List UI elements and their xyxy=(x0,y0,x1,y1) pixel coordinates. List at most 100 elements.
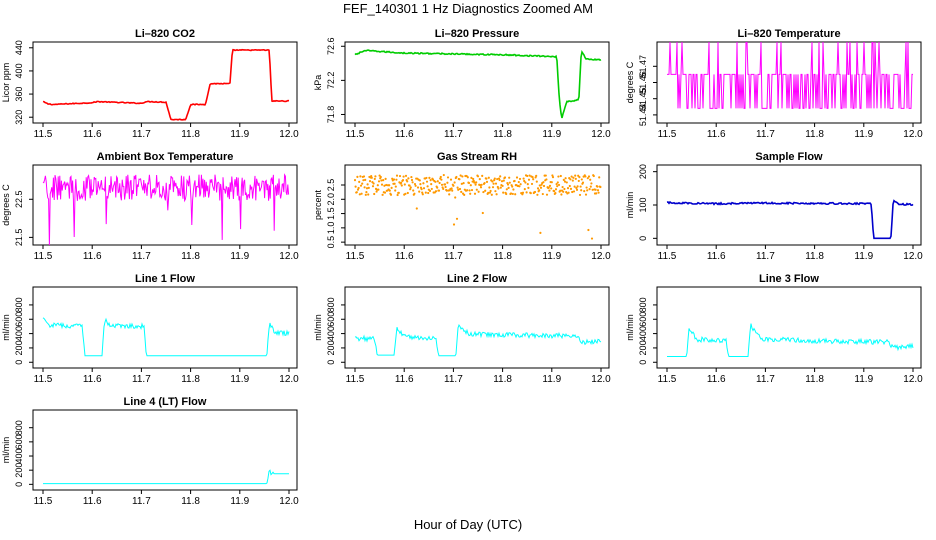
x-tick-label: 11.5 xyxy=(34,129,53,140)
x-tick-label: 11.9 xyxy=(854,374,873,385)
y-tick-label: 400 xyxy=(326,326,336,341)
plot-area xyxy=(43,469,289,485)
x-tick-label: 11.5 xyxy=(658,251,677,262)
plot-area xyxy=(42,48,290,121)
y-axis-label: ml/min xyxy=(313,314,323,341)
chart-panel-3: Li–820 Temperature degrees C 11.5 11.6 11.7 1… xyxy=(625,28,923,140)
x-tick-label: 11.9 xyxy=(542,374,561,385)
panel-title: Ambient Box Temperature xyxy=(97,151,234,163)
y-tick-label: 800 xyxy=(14,297,24,312)
plot-frame xyxy=(656,164,922,246)
x-tick-label: 12.0 xyxy=(591,129,611,140)
plot-frame xyxy=(32,286,298,369)
series-line xyxy=(43,469,289,485)
x-tick-label: 12.0 xyxy=(903,129,923,140)
x-tick-label: 11.8 xyxy=(493,374,512,385)
x-tick-label: 12.0 xyxy=(279,251,299,262)
panel-title: Line 4 (LT) Flow xyxy=(124,396,207,408)
y-tick-label: 400 xyxy=(14,449,24,464)
y-tick-label: 0 xyxy=(638,236,648,241)
y-tick-label: 600 xyxy=(326,312,336,327)
x-tick-label: 11.8 xyxy=(805,251,824,262)
x-tick-label: 12.0 xyxy=(279,129,299,140)
chart-panel-10: Line 4 (LT) Flow ml/min 11.5 11.6 11.7 11.8 11… xyxy=(1,396,299,507)
chart-panel-2: Li–820 Pressure kPa 11.5 11.6 11.7 11.8 11.9 12… xyxy=(313,28,611,140)
x-tick-label: 11.6 xyxy=(83,374,102,385)
x-tick-label: 11.6 xyxy=(707,374,726,385)
series-line xyxy=(42,173,290,245)
x-tick-label: 11.7 xyxy=(756,374,775,385)
y-tick-label: 400 xyxy=(14,326,24,341)
plot-frame xyxy=(344,286,610,369)
chart-panel-9: Line 3 Flow ml/min 11.5 11.6 11.7 11.8 11.9 12.… xyxy=(625,273,923,385)
x-tick-label: 11.9 xyxy=(230,251,249,262)
x-tick-label: 11.7 xyxy=(444,129,463,140)
x-tick-label: 11.6 xyxy=(83,496,102,507)
plot-area xyxy=(667,42,913,109)
x-tick-label: 11.8 xyxy=(493,251,512,262)
y-tick-label: 200 xyxy=(326,340,336,355)
y-tick-label: 440 xyxy=(14,40,24,55)
y-axis-label: ml/min xyxy=(625,314,635,341)
panel-title: Line 3 Flow xyxy=(759,273,819,285)
y-tick-label: 2.5 xyxy=(326,179,336,192)
y-tick-label: 200 xyxy=(14,463,24,478)
panel-title: Li–820 Pressure xyxy=(435,28,519,40)
chart-panel-5: Gas Stream RH percent 11.5 11.6 11.7 11.8 11.9… xyxy=(313,151,611,262)
y-tick-label: 0 xyxy=(638,360,648,365)
y-tick-label: 0 xyxy=(14,482,24,487)
x-tick-label: 12.0 xyxy=(279,374,299,385)
plot-area xyxy=(353,173,602,240)
y-tick-label: 0.5 xyxy=(326,236,336,249)
x-tick-label: 11.7 xyxy=(132,251,151,262)
x-tick-label: 12.0 xyxy=(279,496,299,507)
plot-frame xyxy=(344,41,610,124)
y-tick-label: 1.5 xyxy=(326,207,336,220)
plot-area xyxy=(354,324,602,357)
y-tick-label: 22.5 xyxy=(14,191,24,209)
y-tick-label: 51.46 xyxy=(638,71,648,94)
plot-frame xyxy=(344,164,610,246)
x-tick-label: 11.6 xyxy=(83,251,102,262)
x-tick-label: 11.5 xyxy=(346,374,365,385)
x-tick-label: 11.6 xyxy=(395,251,414,262)
x-tick-label: 11.8 xyxy=(181,374,200,385)
series-line xyxy=(353,173,602,240)
y-tick-label: 600 xyxy=(14,434,24,449)
x-tick-label: 11.8 xyxy=(805,129,824,140)
chart-panel-1: Li–820 CO2 Licor ppm 11.5 11.6 11.7 11.8 11.9 1… xyxy=(1,28,299,140)
plot-area xyxy=(667,323,914,357)
x-tick-label: 12.0 xyxy=(591,251,611,262)
series-line xyxy=(42,317,290,357)
series-line xyxy=(667,42,913,109)
x-tick-label: 11.8 xyxy=(181,251,200,262)
panel-title: Line 1 Flow xyxy=(135,273,195,285)
y-tick-label: 800 xyxy=(638,297,648,312)
y-axis-label: kPa xyxy=(313,75,323,91)
y-tick-label: 200 xyxy=(14,340,24,355)
y-tick-label: 72.6 xyxy=(326,37,336,55)
y-tick-label: 600 xyxy=(638,312,648,327)
x-tick-label: 11.8 xyxy=(805,374,824,385)
plot-area xyxy=(666,199,914,240)
x-tick-label: 11.7 xyxy=(132,496,151,507)
x-tick-label: 11.5 xyxy=(346,251,365,262)
plot-area xyxy=(42,173,290,245)
x-tick-label: 11.7 xyxy=(756,129,775,140)
x-tick-label: 11.5 xyxy=(34,374,53,385)
page-title: FEF_140301 1 Hz Diagnostics Zoomed AM xyxy=(342,1,593,16)
chart-panel-6: Sample Flow ml/min 11.5 11.6 11.7 11.8 11.9 12.… xyxy=(625,151,923,262)
y-tick-label: 100 xyxy=(638,197,648,212)
x-tick-label: 11.9 xyxy=(854,251,873,262)
panel-title: Line 2 Flow xyxy=(447,273,507,285)
panel-title: Li–820 Temperature xyxy=(737,28,840,40)
y-tick-label: 800 xyxy=(14,420,24,435)
x-tick-label: 11.7 xyxy=(444,374,463,385)
series-line xyxy=(354,49,602,119)
y-axis-label: degrees C xyxy=(625,61,635,103)
x-tick-label: 11.6 xyxy=(83,129,102,140)
panel-title: Li–820 CO2 xyxy=(135,28,195,40)
series-line xyxy=(354,324,602,357)
plot-area xyxy=(354,49,602,119)
x-tick-label: 11.5 xyxy=(34,496,53,507)
